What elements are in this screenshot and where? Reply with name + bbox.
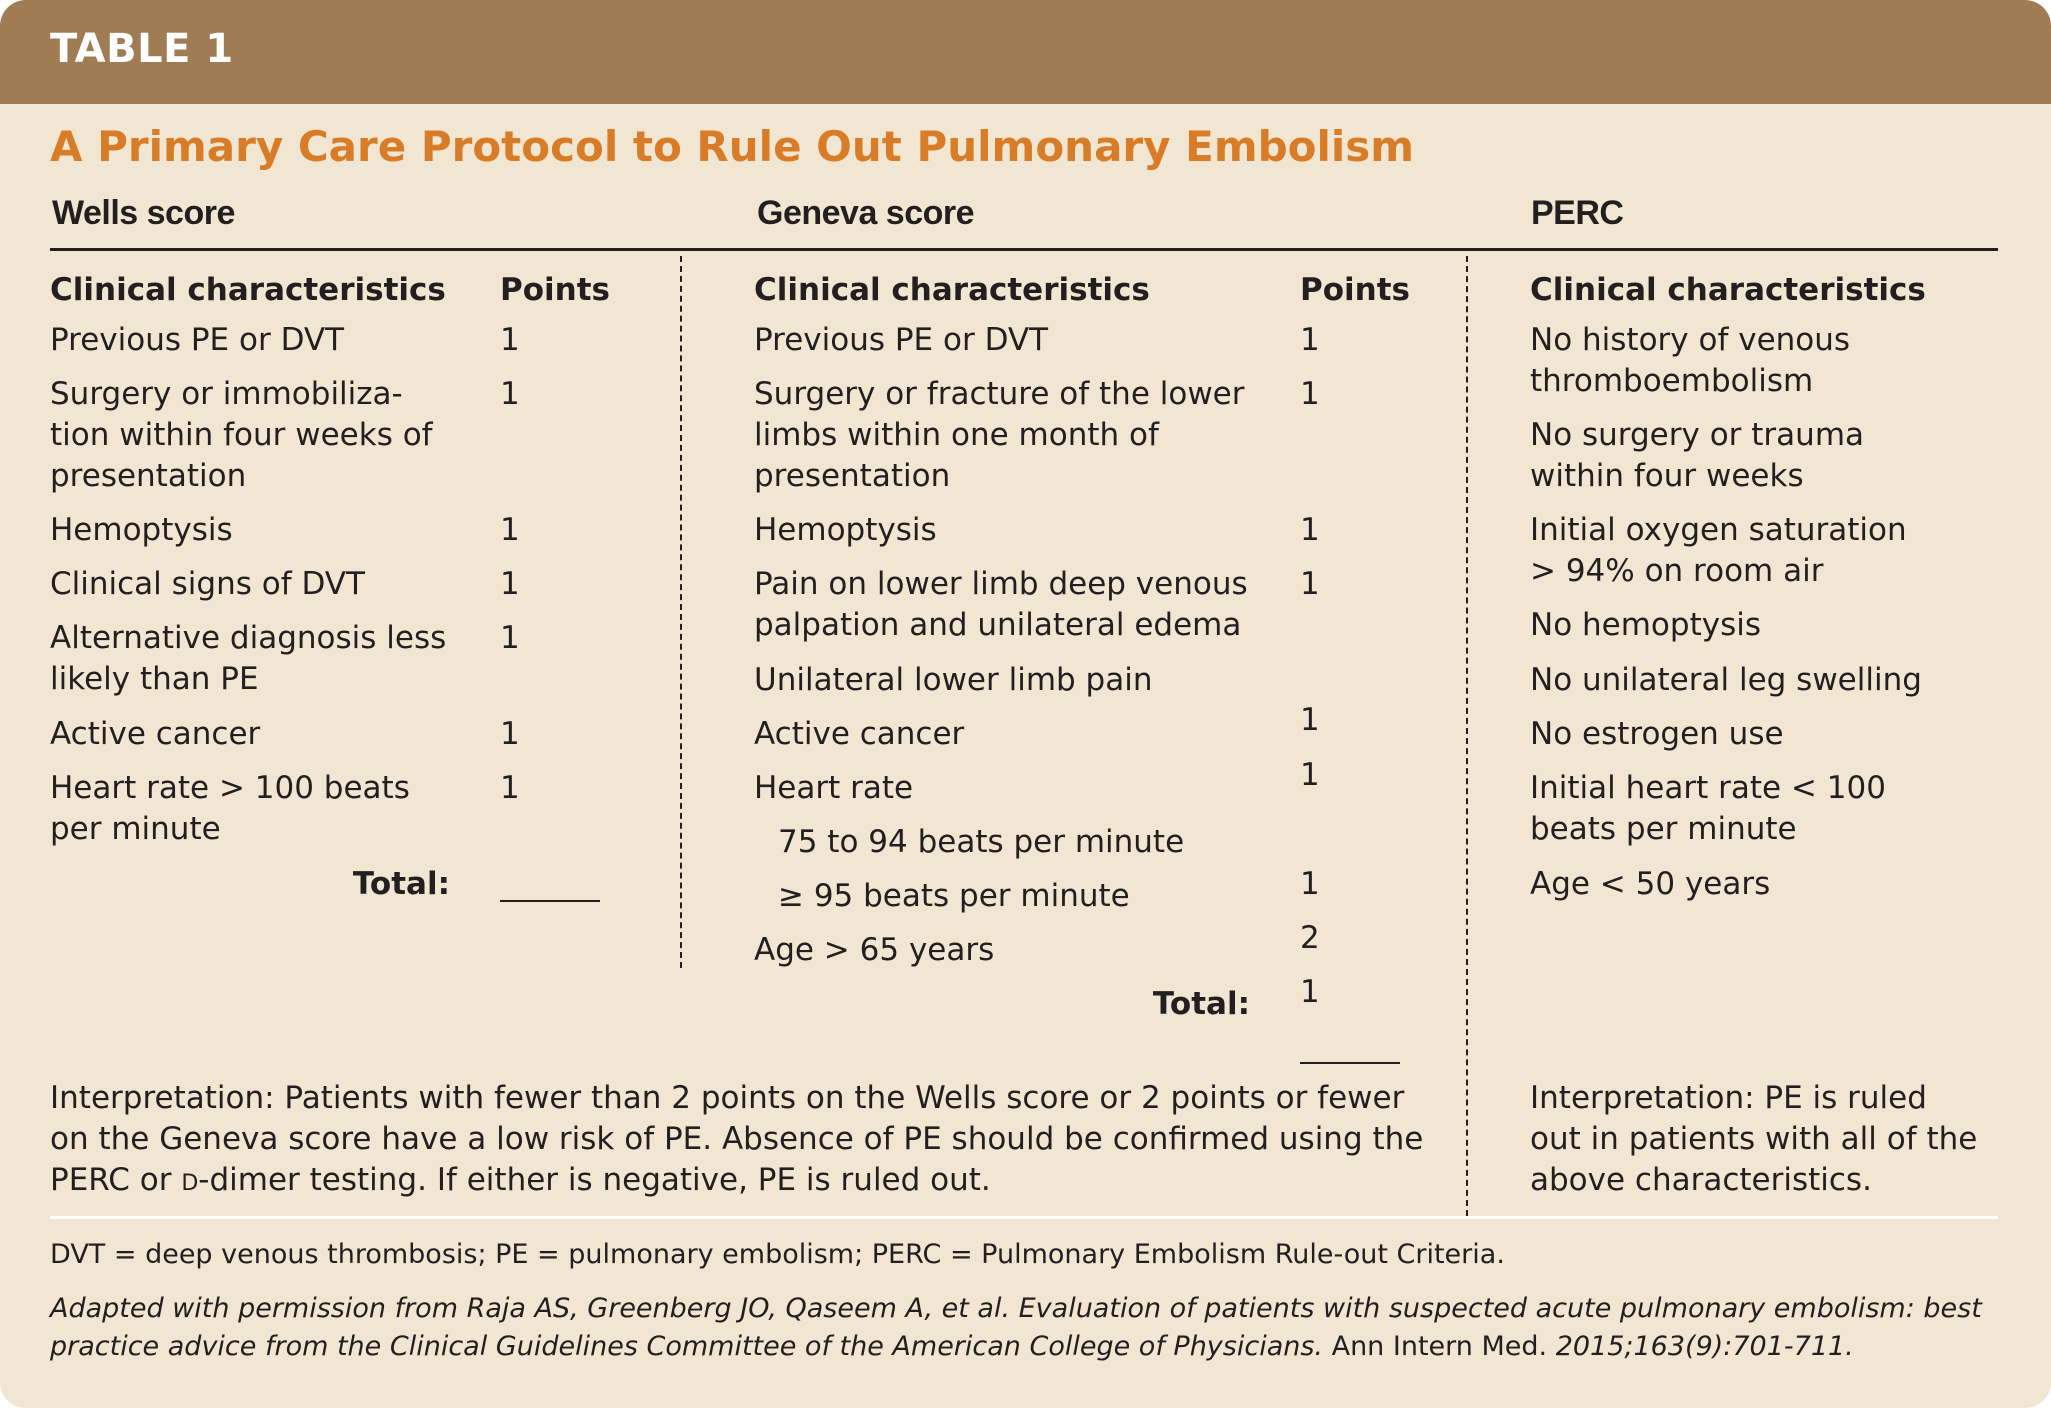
geneva-row-points: 1 [1300, 702, 1320, 738]
perc-row: thromboembolism [1530, 363, 1814, 399]
wells-row-label: Hemoptysis [50, 512, 233, 548]
perc-row: Age < 50 years [1530, 866, 1771, 902]
wells-row-label: Surgery or immobiliza- [50, 376, 403, 412]
citation: 2015;163(9):701-711. [1555, 1331, 1854, 1362]
header-rule [50, 248, 1998, 251]
geneva-row-points: 1 [1300, 322, 1320, 358]
perc-row: No hemoptysis [1530, 607, 1761, 643]
wells-col-points: Points [500, 272, 610, 308]
wells-row-points: 1 [500, 376, 520, 412]
perc-col-characteristics: Clinical characteristics [1530, 272, 1926, 308]
geneva-row-label: limbs within one month of [754, 417, 1159, 453]
perc-row: beats per minute [1530, 811, 1797, 847]
geneva-row-points: 1 [1300, 566, 1320, 602]
wells-row-label: likely than PE [50, 661, 259, 697]
geneva-row-label: Age > 65 years [754, 932, 995, 968]
geneva-row-label: Previous PE or DVT [754, 322, 1049, 358]
source-line: Adapted with permission from Raja AS, Gr… [50, 1293, 1982, 1324]
geneva-row-points: 2 [1300, 920, 1320, 956]
wells-heading: Wells score [52, 194, 235, 232]
interpretation-smallcaps: d [181, 1162, 199, 1198]
interpretation-line: Interpretation: Patients with fewer than… [50, 1080, 1405, 1116]
perc-interpretation-line: above characteristics. [1530, 1162, 1872, 1198]
wells-row-label: Active cancer [50, 716, 261, 752]
interpretation-text: -dimer testing. If either is negative, P… [198, 1162, 991, 1198]
wells-total-label: Total: [352, 866, 450, 902]
table-banner: TABLE 1 [0, 0, 2051, 104]
wells-total-blank[interactable] [500, 900, 600, 902]
table-number: TABLE 1 [50, 26, 234, 72]
divider-wells-geneva [680, 256, 682, 968]
geneva-row-label: Pain on lower limb deep venous [754, 566, 1248, 602]
wells-row-points: 1 [500, 770, 520, 806]
footer-rule [50, 1216, 1998, 1219]
perc-row: No estrogen use [1530, 716, 1784, 752]
geneva-row-label: ≥ 95 beats per minute [778, 878, 1130, 914]
geneva-row-points: 1 [1300, 376, 1320, 412]
geneva-row-label: 75 to 94 beats per minute [778, 824, 1185, 860]
interpretation-text: PERC or [50, 1162, 182, 1198]
perc-row: No history of venous [1530, 322, 1851, 358]
perc-row: Initial heart rate < 100 [1530, 770, 1886, 806]
wells-row-label: tion within four weeks of [50, 417, 433, 453]
perc-row: Initial oxygen saturation [1530, 512, 1907, 548]
wells-row-points: 1 [500, 620, 520, 656]
geneva-col-points: Points [1300, 272, 1410, 308]
wells-row-points: 1 [500, 566, 520, 602]
perc-row: within four weeks [1530, 458, 1804, 494]
perc-row: > 94% on room air [1530, 553, 1824, 589]
wells-row-label: Alternative diagnosis less [50, 620, 447, 656]
abbreviations-footnote: DVT = deep venous thrombosis; PE = pulmo… [50, 1239, 1505, 1270]
geneva-total-label: Total: [1152, 986, 1250, 1022]
geneva-row-points: 1 [1300, 757, 1320, 793]
perc-heading: PERC [1531, 194, 1624, 232]
perc-row: No surgery or trauma [1530, 417, 1865, 453]
wells-row-label: per minute [50, 811, 221, 847]
wells-row-points: 1 [500, 512, 520, 548]
perc-interpretation-line: Interpretation: PE is ruled [1530, 1080, 1927, 1116]
perc-interpretation-line: out in patients with all of the [1530, 1121, 1978, 1157]
geneva-row-label: Active cancer [754, 716, 965, 752]
wells-row-label: Heart rate > 100 beats [50, 770, 410, 806]
interpretation-line: PERC or d-dimer testing. If either is ne… [50, 1160, 991, 1201]
geneva-row-points: 1 [1300, 866, 1320, 902]
wells-row-points: 1 [500, 322, 520, 358]
wells-row-points: 1 [500, 716, 520, 752]
geneva-row-label: Surgery or fracture of the lower [754, 376, 1245, 412]
geneva-col-characteristics: Clinical characteristics [754, 272, 1150, 308]
geneva-row-label: Unilateral lower limb pain [754, 662, 1153, 698]
table-title: A Primary Care Protocol to Rule Out Pulm… [50, 122, 1415, 171]
wells-row-label: Previous PE or DVT [50, 322, 345, 358]
source-text: practice advice from the Clinical Guidel… [50, 1331, 1324, 1362]
geneva-row-label: palpation and unilateral edema [754, 607, 1242, 643]
journal-name: Ann Intern Med. [1323, 1331, 1556, 1362]
geneva-row-label: Heart rate [754, 770, 914, 806]
geneva-row-points: 1 [1300, 974, 1320, 1010]
wells-row-label: presentation [50, 458, 247, 494]
geneva-row-label: Hemoptysis [754, 512, 937, 548]
wells-col-characteristics: Clinical characteristics [50, 272, 446, 308]
source-line: practice advice from the Clinical Guidel… [50, 1328, 1854, 1366]
geneva-row-label: presentation [754, 458, 951, 494]
geneva-total-blank[interactable] [1300, 1062, 1400, 1064]
wells-row-label: Clinical signs of DVT [50, 566, 365, 602]
geneva-row-points: 1 [1300, 512, 1320, 548]
divider-geneva-perc [1466, 256, 1468, 1216]
geneva-heading: Geneva score [757, 194, 975, 232]
interpretation-line: on the Geneva score have a low risk of P… [50, 1121, 1424, 1157]
perc-row: No unilateral leg swelling [1530, 662, 1922, 698]
